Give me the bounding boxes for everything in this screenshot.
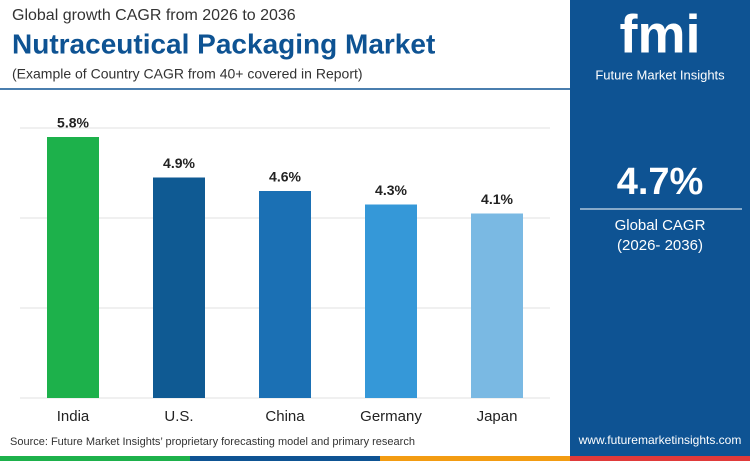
x-tick-label: China xyxy=(265,408,305,425)
strip xyxy=(380,456,570,461)
value-label: 4.9% xyxy=(163,155,195,171)
source: Source: Future Market Insights’ propriet… xyxy=(10,436,415,448)
bar xyxy=(47,137,99,398)
subtitle: (Example of Country CAGR from 40+ covere… xyxy=(12,66,363,82)
side-panel xyxy=(570,0,750,461)
chart-title: Nutraceutical Packaging Market xyxy=(12,28,435,59)
value-label: 4.3% xyxy=(375,182,407,198)
value-label: 4.6% xyxy=(269,169,301,185)
headline-value: 4.7% xyxy=(617,161,704,203)
caption: Global CAGR xyxy=(615,217,706,234)
value-label: 4.1% xyxy=(481,191,513,207)
bar xyxy=(471,213,523,398)
bar xyxy=(259,191,311,398)
strip xyxy=(570,456,750,461)
website: www.futuremarketinsights.com xyxy=(578,433,742,447)
x-tick-label: U.S. xyxy=(164,408,193,425)
bar xyxy=(153,177,205,398)
x-tick-label: Germany xyxy=(360,408,422,425)
x-tick-label: Japan xyxy=(477,408,518,425)
bar xyxy=(365,204,417,398)
logo: fmi xyxy=(620,4,701,64)
period: (2026- 2036) xyxy=(617,237,703,254)
value-label: 5.8% xyxy=(57,115,89,131)
x-tick-label: India xyxy=(57,408,90,425)
strip xyxy=(190,456,380,461)
supertitle: Global growth CAGR from 2026 to 2036 xyxy=(12,7,296,24)
strip xyxy=(0,456,190,461)
brand: Future Market Insights xyxy=(595,67,725,82)
